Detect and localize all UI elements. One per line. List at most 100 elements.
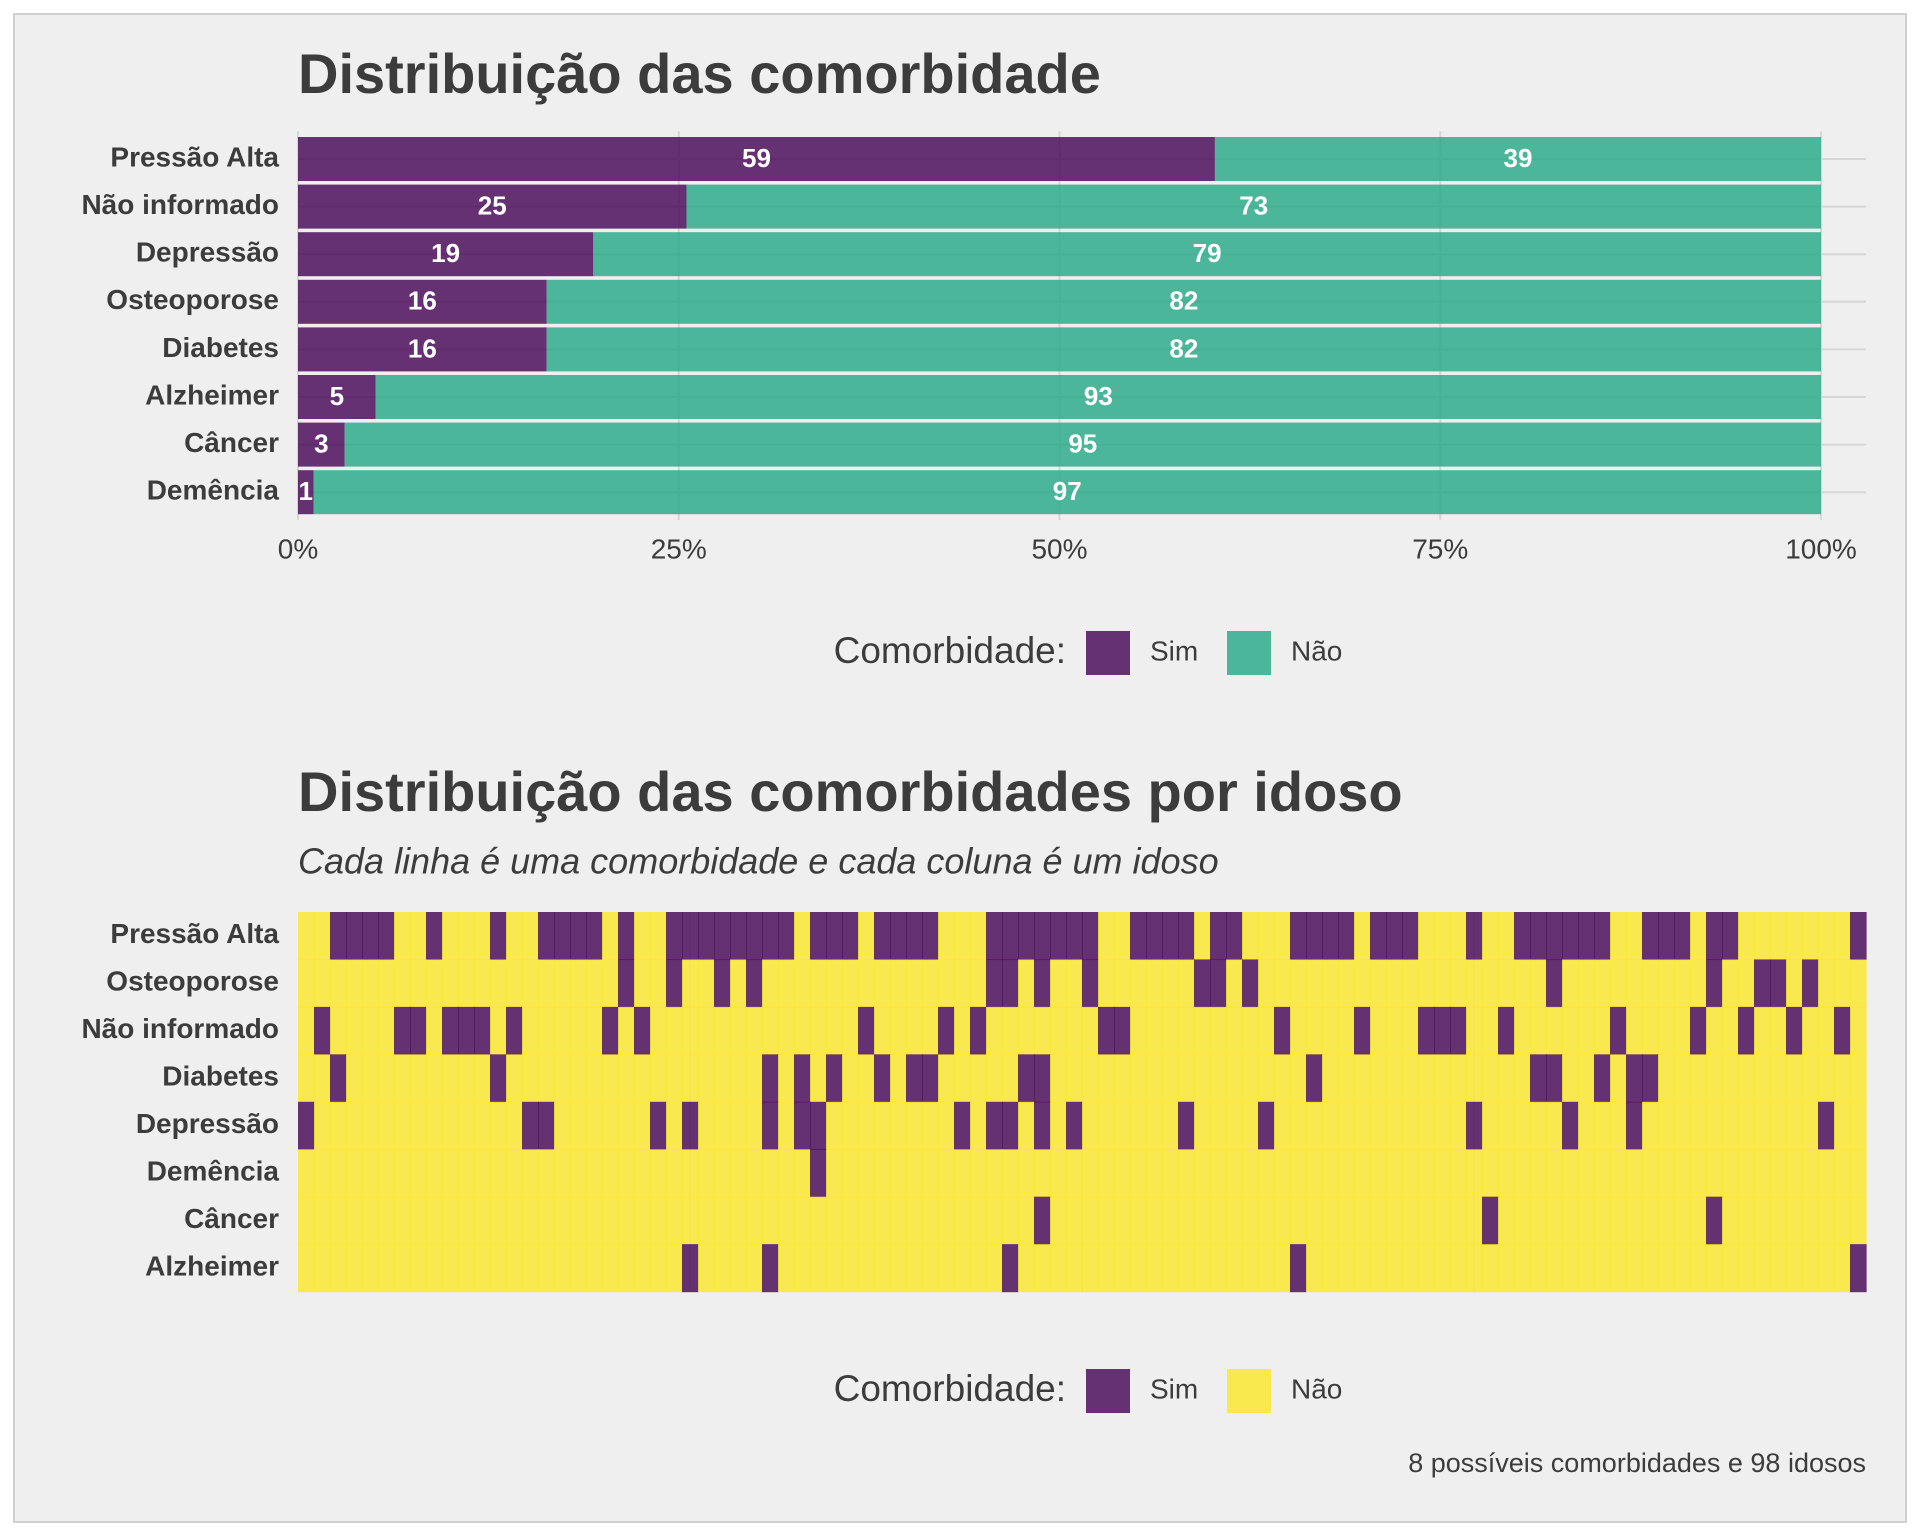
heatmap-cell: [890, 1196, 907, 1245]
heatmap-cell: [1162, 1101, 1179, 1150]
heatmap-cell: [1738, 1196, 1755, 1245]
heatmap-cell: [810, 1054, 827, 1103]
heatmap-cell: [1002, 959, 1019, 1008]
heatmap-cell: [1610, 912, 1627, 961]
heatmap-cell: [1274, 912, 1291, 961]
heatmap-cell: [1802, 1149, 1819, 1198]
heatmap-cell: [746, 1101, 763, 1150]
heatmap-cell: [762, 1149, 779, 1198]
heatmap-cell: [1562, 1149, 1579, 1198]
heatmap-cell: [1802, 1006, 1819, 1055]
heatmap-cell: [1434, 1006, 1451, 1055]
heatmap-cell: [1306, 1101, 1323, 1150]
heatmap-cell: [474, 1149, 491, 1198]
heatmap-cell: [698, 959, 715, 1008]
heatmap-cell: [474, 1054, 491, 1103]
heatmap-cell: [618, 1054, 635, 1103]
heatmap-cell: [650, 1244, 667, 1293]
heatmap-cell: [1274, 1054, 1291, 1103]
heatmap-cell: [1226, 1149, 1243, 1198]
heatmap-cell: [1418, 1054, 1435, 1103]
heatmap-cell: [698, 1196, 715, 1245]
heatmap-cell: [1770, 1196, 1787, 1245]
heatmap-cell: [1130, 959, 1147, 1008]
heatmap-cell: [1226, 1196, 1243, 1245]
heatmap-cell: [538, 1006, 555, 1055]
heatmap-cell: [1690, 1006, 1707, 1055]
heatmap-cell: [1786, 959, 1803, 1008]
heatmap-cell: [650, 1054, 667, 1103]
heatmap-cell: [490, 1196, 507, 1245]
caption: 8 possíveis comorbidades e 98 idosos: [1408, 1448, 1866, 1478]
heatmap-cell: [506, 1054, 523, 1103]
heatmap-cell: [682, 1196, 699, 1245]
heatmap-cell: [314, 1149, 331, 1198]
heatmap-cell: [330, 1006, 347, 1055]
heatmap-cell: [1210, 1006, 1227, 1055]
heatmap-cell: [682, 1054, 699, 1103]
heatmap-cell: [858, 1006, 875, 1055]
heatmap-cell: [682, 912, 699, 961]
heatmap-cell: [586, 959, 603, 1008]
heatmap-cell: [1082, 1006, 1099, 1055]
heatmap-cell: [458, 1101, 475, 1150]
heatmap-cell: [1162, 1149, 1179, 1198]
heatmap-cell: [1786, 1054, 1803, 1103]
legend-title: Comorbidade:: [834, 1368, 1066, 1409]
heatmap-cell: [1658, 1101, 1675, 1150]
heatmap-cell: [1258, 1054, 1275, 1103]
heatmap-cell: [1114, 1006, 1131, 1055]
heatmap-cell: [1786, 1149, 1803, 1198]
heatmap-cell: [1466, 1149, 1483, 1198]
heatmap-cell: [378, 1244, 395, 1293]
heatmap-cell: [298, 1006, 315, 1055]
heatmap-cell: [1498, 959, 1515, 1008]
heatmap-cell: [538, 959, 555, 1008]
heatmap-cell: [890, 912, 907, 961]
heatmap-cell: [682, 1006, 699, 1055]
heatmap-cell: [1514, 1054, 1531, 1103]
heatmap-cell: [1642, 1054, 1659, 1103]
heatmap-cell: [1098, 912, 1115, 961]
heatmap-cell: [1594, 1149, 1611, 1198]
heatmap-cell: [1610, 1244, 1627, 1293]
heatmap-cell: [1130, 1101, 1147, 1150]
heatmap-cell: [1402, 1149, 1419, 1198]
x-tick-label: 0%: [278, 533, 318, 564]
heatmap-cell: [1706, 1196, 1723, 1245]
heatmap-cell: [634, 1244, 651, 1293]
heatmap-cell: [954, 1054, 971, 1103]
heatmap-cell: [570, 1196, 587, 1245]
heatmap-cell: [778, 912, 795, 961]
heatmap-cell: [682, 1149, 699, 1198]
heatmap-cell: [1370, 1196, 1387, 1245]
heatmap-cell: [890, 1149, 907, 1198]
heatmap-cell: [442, 1006, 459, 1055]
heatmap-cell: [1594, 1006, 1611, 1055]
heatmap-cell: [586, 1149, 603, 1198]
heatmap-cell: [1274, 1006, 1291, 1055]
heatmap-cell: [1786, 1006, 1803, 1055]
heatmap-cell: [842, 959, 859, 1008]
heatmap-cell: [1082, 959, 1099, 1008]
heatmap-cell: [1226, 1054, 1243, 1103]
heatmap-cell: [1434, 959, 1451, 1008]
heatmap-cell: [442, 1054, 459, 1103]
heatmap-cell: [1194, 1006, 1211, 1055]
heatmap-cell: [1594, 1244, 1611, 1293]
heatmap-cell: [1290, 959, 1307, 1008]
heatmap-cell: [618, 1244, 635, 1293]
heatmap-cell: [874, 1101, 891, 1150]
heatmap-cell: [1146, 1006, 1163, 1055]
heatmap-cell: [1002, 1244, 1019, 1293]
heatmap-cell: [410, 1101, 427, 1150]
heatmap-cell: [1226, 959, 1243, 1008]
heatmap-cell: [906, 1054, 923, 1103]
legend-title: Comorbidade:: [834, 630, 1066, 671]
heatmap-cell: [1146, 959, 1163, 1008]
heatmap-cell: [666, 1149, 683, 1198]
heatmap-cell: [410, 912, 427, 961]
heatmap-cell: [938, 1149, 955, 1198]
heatmap-cell: [1754, 1244, 1771, 1293]
